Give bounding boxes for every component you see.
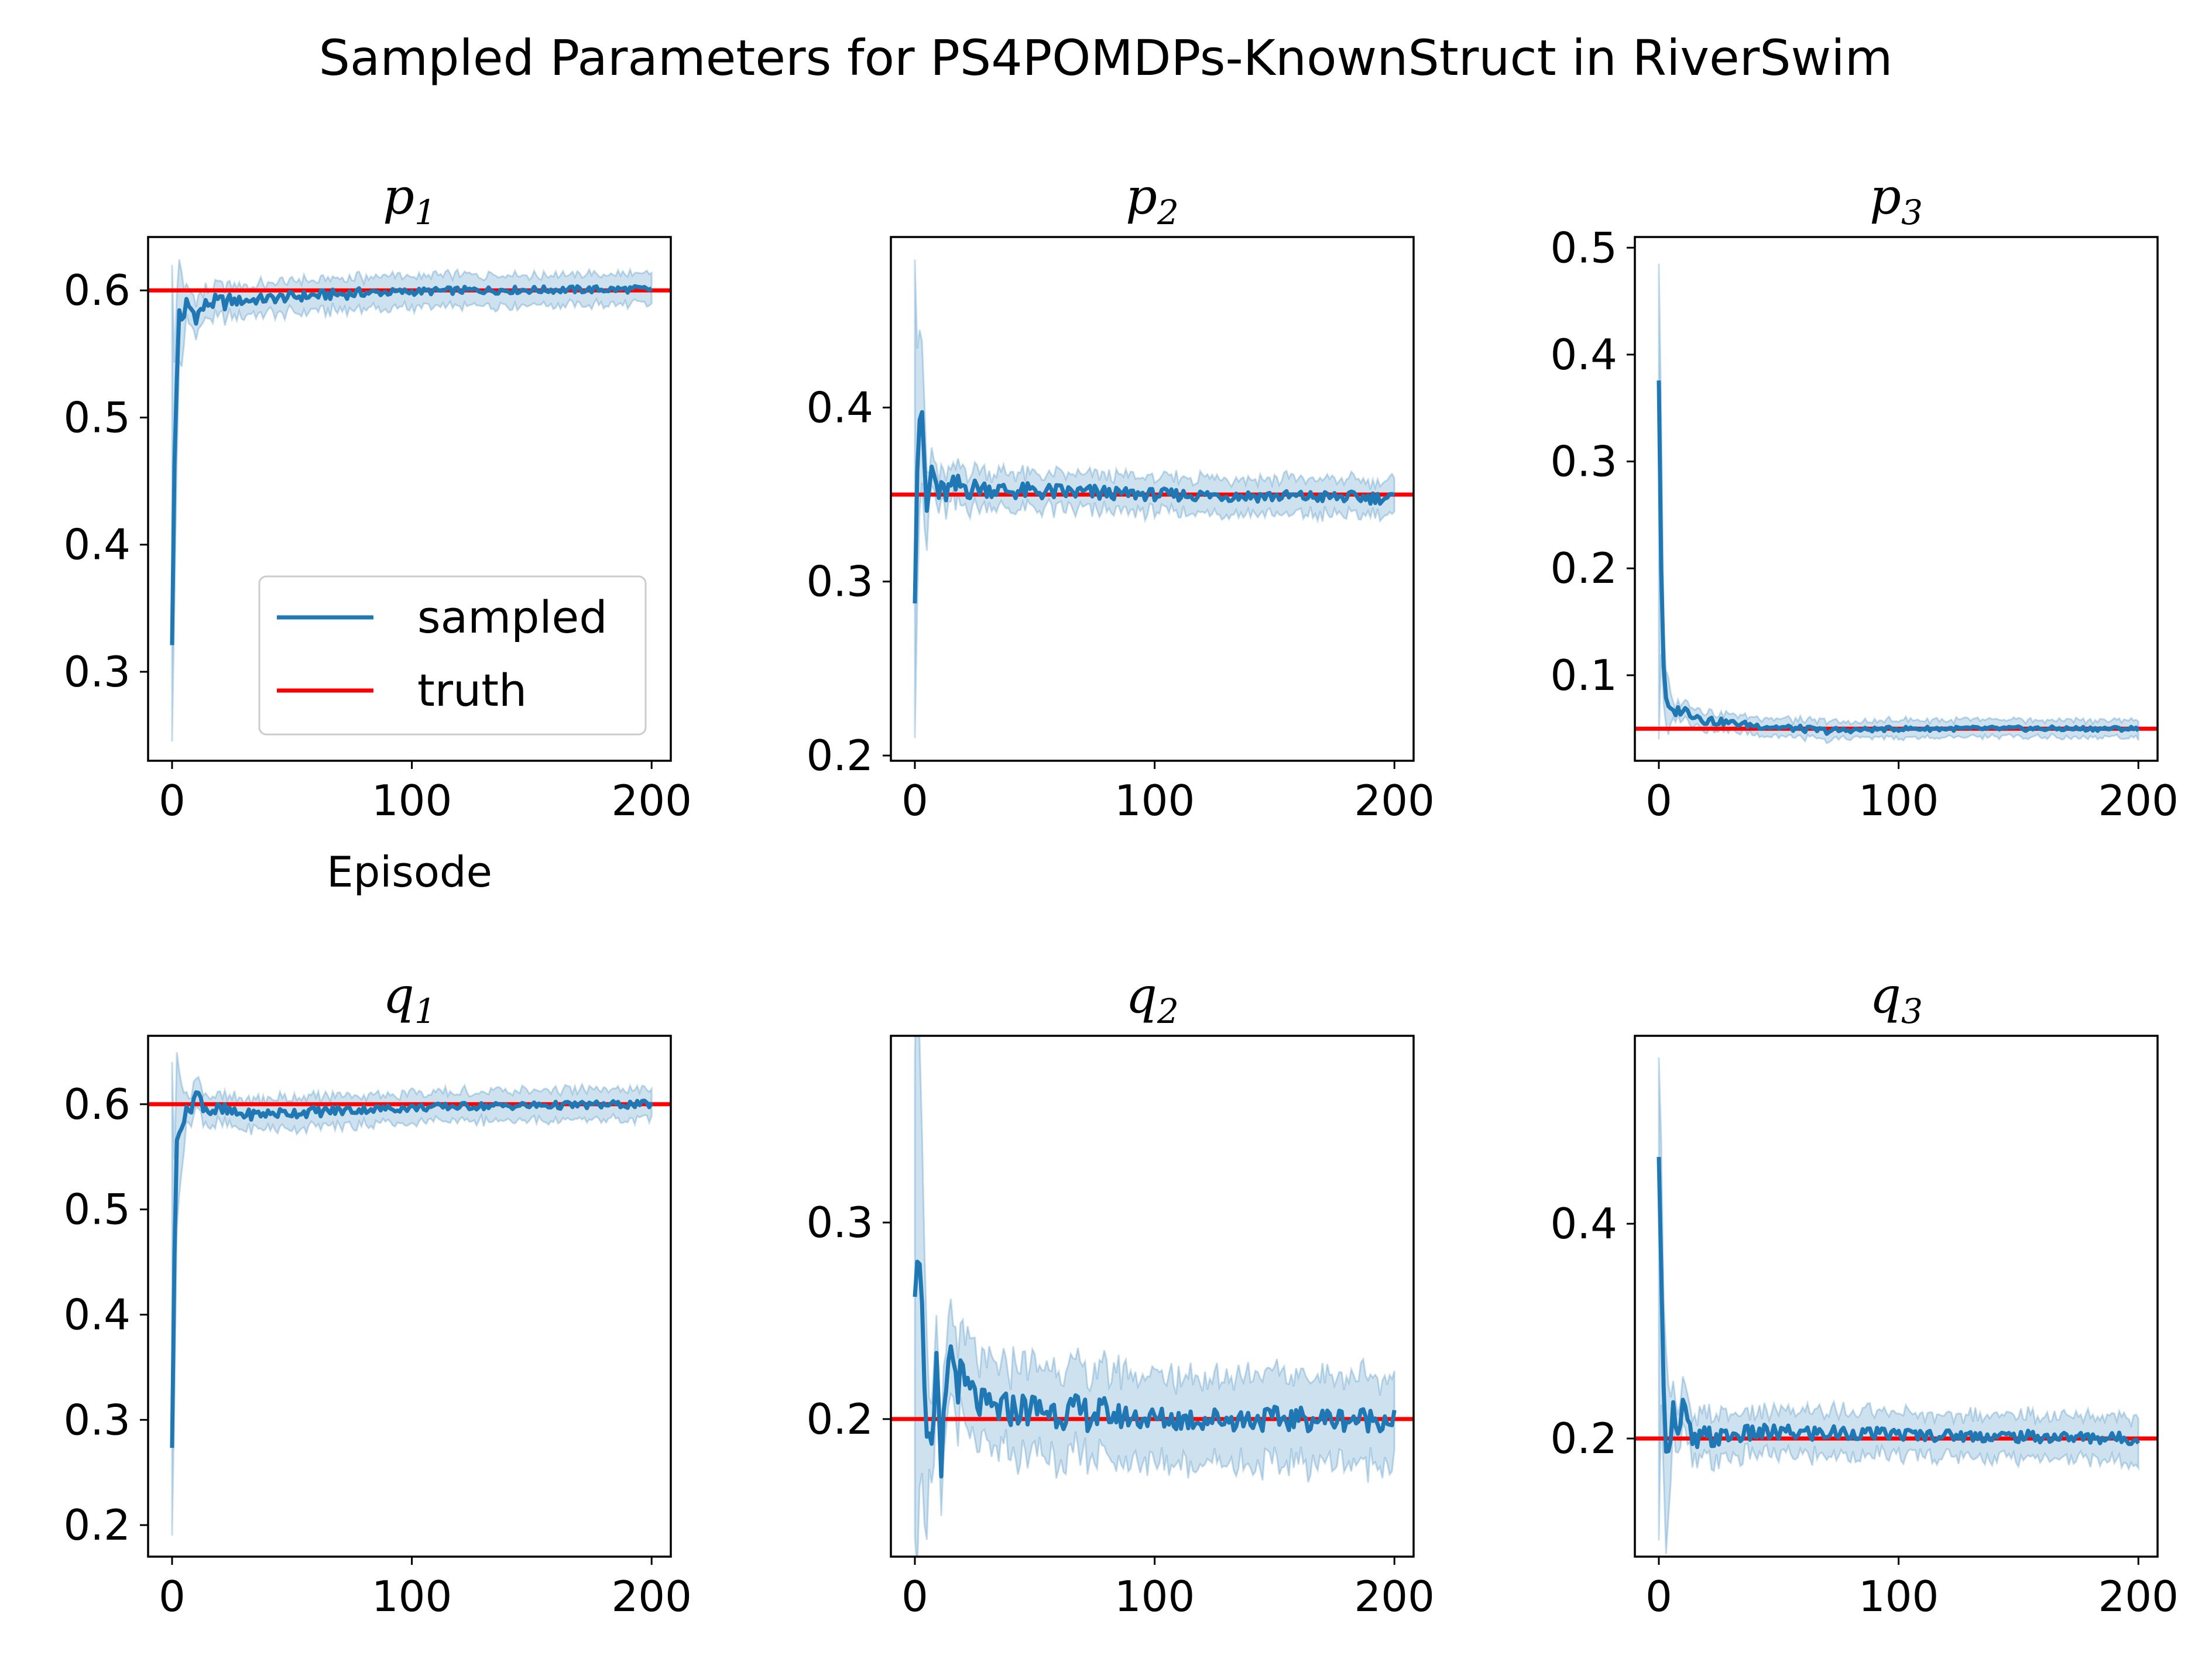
- subplot-title: p1: [383, 168, 436, 232]
- x-tick-label: 100: [1858, 776, 1939, 825]
- legend-label-sampled: sampled: [417, 591, 608, 643]
- y-tick-label: 0.4: [806, 383, 873, 432]
- y-tick-label: 0.6: [63, 266, 131, 315]
- y-tick-label: 0.4: [63, 520, 131, 569]
- x-tick-label: 100: [372, 1572, 452, 1621]
- y-tick-label: 0.3: [63, 647, 131, 696]
- subplot-p2: 0 100 200 0.2 0.3 0.4 p2: [806, 168, 1434, 825]
- subplot-title: p3: [1870, 168, 1923, 232]
- plot-area: [148, 1052, 671, 1536]
- plot-area: [891, 1036, 1414, 1557]
- x-tick-label: 200: [1354, 776, 1435, 825]
- y-tick-label: 0.5: [63, 393, 131, 442]
- confidence-band: [914, 1036, 1395, 1557]
- y-tick-label: 0.3: [63, 1395, 131, 1444]
- y-tick-label: 0.4: [1550, 330, 1617, 379]
- legend: sampled truth: [258, 575, 647, 736]
- sampled-line: [170, 1090, 654, 1448]
- y-tick-label: 0.5: [63, 1185, 131, 1234]
- confidence-band: [1658, 263, 2139, 745]
- confidence-band: [171, 259, 653, 742]
- x-tick-label: 200: [612, 776, 692, 825]
- x-tick-label: 0: [159, 1572, 186, 1621]
- subplot-title: q1: [383, 967, 436, 1031]
- subplot-title: q2: [1126, 967, 1179, 1031]
- axes-frame: [1634, 1035, 2159, 1558]
- y-tick-label: 0.3: [806, 1198, 873, 1247]
- subplot-grid: 0 100 200 0.3 0.4 0.5 0.6 p1 Episode sampled truth…: [63, 168, 2178, 1621]
- sampled-line: [1657, 380, 2141, 736]
- subplot-q1: 0 100 200 0.2 0.3 0.4 0.5 0.6 q1: [63, 967, 691, 1621]
- y-tick-label: 0.5: [1550, 223, 1617, 272]
- y-tick-label: 0.4: [1550, 1199, 1617, 1248]
- x-tick-label: 100: [1858, 1572, 1939, 1621]
- plot-area: [1635, 263, 2158, 745]
- x-tick-label: 100: [372, 776, 452, 825]
- subplot-title: q3: [1870, 967, 1923, 1031]
- legend-label-truth: truth: [417, 664, 527, 716]
- sampled-line: [1657, 1156, 2141, 1454]
- subplot-q3: 0 100 200 0.2 0.4 q3: [1550, 967, 2178, 1621]
- axes-frame: [147, 1035, 672, 1558]
- y-tick-label: 0.2: [1550, 544, 1617, 593]
- y-tick-label: 0.2: [806, 1395, 873, 1444]
- x-tick-label: 100: [1114, 1572, 1195, 1621]
- x-tick-label: 200: [1354, 1572, 1435, 1621]
- subplot-p3: 0 100 200 0.1 0.2 0.3 0.4 0.5 p3: [1550, 168, 2178, 825]
- subplot-p1: 0 100 200 0.3 0.4 0.5 0.6 p1 Episode sampled truth: [63, 168, 691, 897]
- x-tick-label: 0: [1645, 776, 1672, 825]
- sampled-line: [170, 284, 653, 645]
- confidence-band: [1658, 1057, 2139, 1554]
- y-tick-label: 0.2: [806, 731, 873, 780]
- subplot-q2: 0 100 200 0.2 0.3 q2: [806, 967, 1435, 1621]
- y-tick-label: 0.1: [1550, 651, 1617, 700]
- confidence-band: [171, 1052, 653, 1536]
- x-tick-label: 200: [612, 1572, 692, 1621]
- plot-area: [891, 259, 1414, 739]
- x-axis-label: Episode: [327, 847, 492, 897]
- axes-frame: [147, 236, 672, 762]
- y-tick-label: 0.3: [1550, 437, 1617, 486]
- axes-frame: [1634, 236, 2159, 762]
- plot-area: [148, 259, 671, 742]
- y-tick-label: 0.4: [63, 1290, 131, 1339]
- x-tick-label: 0: [1645, 1572, 1672, 1621]
- x-tick-label: 100: [1114, 776, 1195, 825]
- sampled-line: [913, 410, 1395, 604]
- y-tick-label: 0.3: [806, 557, 873, 606]
- subplot-title: p2: [1126, 168, 1179, 232]
- y-tick-label: 0.2: [1550, 1414, 1617, 1463]
- axes-frame: [890, 236, 1415, 762]
- x-tick-label: 200: [2098, 1572, 2179, 1621]
- y-tick-label: 0.2: [63, 1500, 131, 1550]
- x-tick-label: 0: [901, 1572, 928, 1621]
- axes-frame: [890, 1035, 1415, 1558]
- y-tick-label: 0.6: [63, 1080, 131, 1129]
- figure-title: Sampled Parameters for PS4POMDPs-KnownSt…: [319, 29, 1893, 87]
- x-tick-label: 200: [2098, 776, 2179, 825]
- x-tick-label: 0: [159, 776, 186, 825]
- x-tick-label: 0: [901, 776, 928, 825]
- sampled-line: [913, 1259, 1397, 1479]
- plot-area: [1635, 1057, 2158, 1554]
